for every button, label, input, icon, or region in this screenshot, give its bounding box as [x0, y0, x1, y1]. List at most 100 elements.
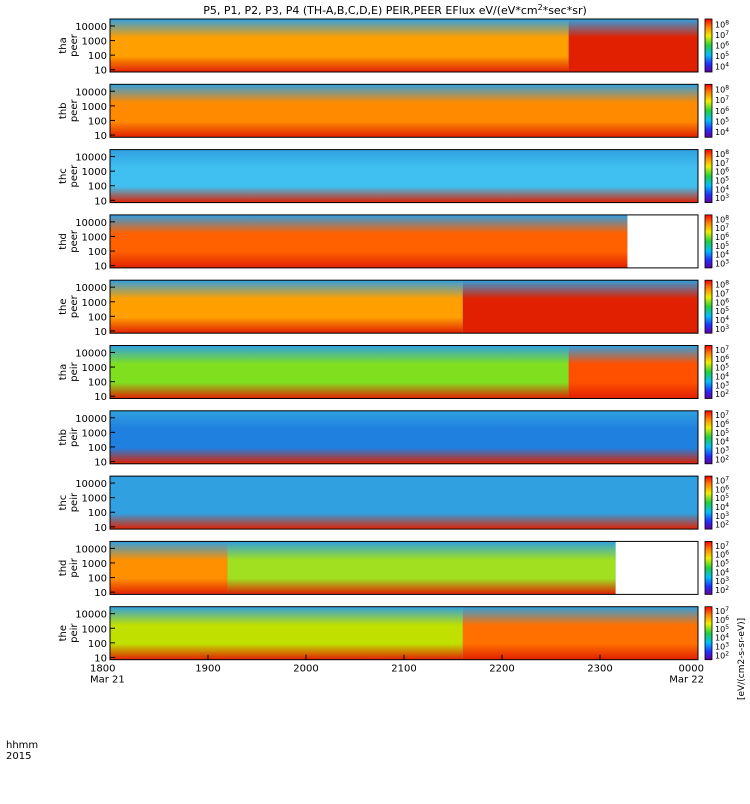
y-tick-label: 10000: [75, 414, 107, 425]
colorbar-tick-label: 107: [715, 158, 729, 168]
colorbar-tick-label: 105: [715, 306, 729, 316]
panel-label-the-peir: thepeir: [58, 623, 80, 643]
panel-label-thd-peer: thdpeer: [58, 229, 80, 253]
y-tick-label: 100: [88, 443, 107, 454]
colorbar-tick-label: 102: [715, 389, 729, 399]
colorbar-tick-label: 105: [715, 176, 729, 186]
colorbar-tick-label: 106: [715, 484, 729, 494]
colorbar-thb-peir: [704, 410, 713, 465]
x-tick-label: 2100: [391, 664, 416, 675]
panel-region-thb-peer: [110, 84, 698, 138]
y-tick-label: 10: [94, 66, 107, 77]
y-tick-label: 10: [94, 392, 107, 403]
y-tick-label: 1000: [82, 298, 107, 309]
colorbar-thd-peer: [704, 214, 713, 269]
colorbar-tick-label: 105: [715, 363, 729, 373]
panel-region-tha-peer: [110, 19, 569, 72]
panel-region-thb-peir: [110, 410, 698, 464]
colorbar-tick-label: 104: [715, 62, 729, 72]
panel-frame: [109, 540, 699, 595]
x-tick-label: 1900: [195, 664, 220, 675]
colorbar-tick-label: 102: [715, 585, 729, 595]
y-tick-label: 10000: [75, 479, 107, 490]
colorbar-thc-peir: [704, 475, 713, 530]
y-tick-label: 1000: [82, 363, 107, 374]
x-label-year: 2015: [6, 751, 31, 762]
panel-frame: [109, 475, 699, 530]
panels-group: 10100100010000thapeer1041051061071081010…: [58, 18, 729, 664]
panel-frame: [109, 279, 699, 334]
panel-frame: [109, 18, 699, 73]
colorbar-tick-label: 107: [715, 606, 729, 616]
y-tick-label: 10: [94, 131, 107, 142]
colorbar-tick-label: 106: [715, 615, 729, 625]
panel-nodata-thd-peir: [615, 541, 698, 595]
colorbar-tick-label: 104: [715, 184, 729, 194]
y-tick-label: 1000: [82, 624, 107, 635]
colorbar-tick-label: 107: [715, 541, 729, 551]
panel-label-thc-peer: thcpeer: [58, 164, 80, 188]
y-tick-label: 100: [88, 51, 107, 62]
panel-region-tha-peir: [110, 345, 569, 399]
colorbar-tick-label: 105: [715, 493, 729, 503]
x-tick-sublabel: Mar 22: [669, 675, 704, 686]
colorbar-tick-label: 107: [715, 30, 729, 40]
y-tick-label: 10000: [75, 87, 107, 98]
x-tick-label: 0000: [679, 664, 704, 675]
y-tick-label: 10000: [75, 153, 107, 164]
y-tick-label: 10: [94, 523, 107, 534]
x-tick-label: 2300: [587, 664, 612, 675]
panel-region-thd-peir: [110, 541, 228, 595]
chart-title: P5, P1, P2, P3, P4 (TH-A,B,C,D,E) PEIR,P…: [203, 3, 587, 17]
y-tick-label: 10000: [75, 283, 107, 294]
colorbar-tick-label: 105: [715, 428, 729, 438]
colorbar-tick-label: 106: [715, 232, 729, 242]
panel-region-the-peer: [462, 280, 698, 334]
colorbar-thd-peir: [704, 541, 713, 595]
colorbar-tick-label: 104: [715, 127, 729, 137]
colorbar-tick-label: 105: [715, 241, 729, 251]
y-tick-label: 100: [88, 116, 107, 127]
colorbar-tick-label: 108: [715, 214, 729, 224]
colorbar-thb-peer: [704, 83, 713, 138]
panel-frame: [109, 214, 699, 269]
colorbar-tick-label: 106: [715, 297, 729, 307]
panel-label-thc-peir: thcpeir: [58, 492, 80, 512]
colorbar-tick-label: 108: [715, 85, 729, 95]
x-tick-label: 2200: [489, 664, 514, 675]
y-tick-label: 1000: [82, 102, 107, 113]
colorbar-tick-label: 102: [715, 520, 729, 530]
colorbar-tick-label: 107: [715, 223, 729, 233]
panel-region-tha-peir: [568, 345, 698, 399]
colorbar-tick-label: 107: [715, 476, 729, 486]
panel-region-tha-peer: [568, 19, 698, 72]
colorbar-tick-label: 106: [715, 550, 729, 560]
colorbar-tick-label: 102: [715, 650, 729, 660]
x-label-hhmm: hhmm: [6, 740, 38, 751]
x-tick-sublabel: Mar 21: [90, 675, 125, 686]
colorbar-tick-label: 103: [715, 324, 729, 334]
y-tick-label: 1000: [82, 37, 107, 48]
y-tick-label: 100: [88, 247, 107, 258]
colorbar-tick-label: 105: [715, 558, 729, 568]
colorbar-tick-label: 103: [715, 511, 729, 521]
y-tick-label: 100: [88, 639, 107, 650]
y-tick-label: 10: [94, 262, 107, 273]
colorbar-tick-label: 107: [715, 288, 729, 298]
panel-frame: [109, 410, 699, 465]
panel-region-thc-peer: [110, 149, 698, 203]
panel-region-thd-peer: [110, 214, 698, 268]
y-tick-label: 10: [94, 588, 107, 599]
y-tick-label: 10000: [75, 218, 107, 229]
colorbar-tick-label: 108: [715, 19, 729, 29]
colorbar-tick-label: 105: [715, 624, 729, 634]
y-tick-label: 100: [88, 574, 107, 585]
colorbar-tick-label: 104: [715, 567, 729, 577]
colorbar-tick-label: 104: [715, 371, 729, 381]
colorbar-tick-label: 106: [715, 106, 729, 116]
colorbar-tick-label: 104: [715, 437, 729, 447]
colorbar-tick-label: 107: [715, 345, 729, 355]
y-tick-label: 100: [88, 378, 107, 389]
panel-region-the-peir: [110, 606, 463, 660]
